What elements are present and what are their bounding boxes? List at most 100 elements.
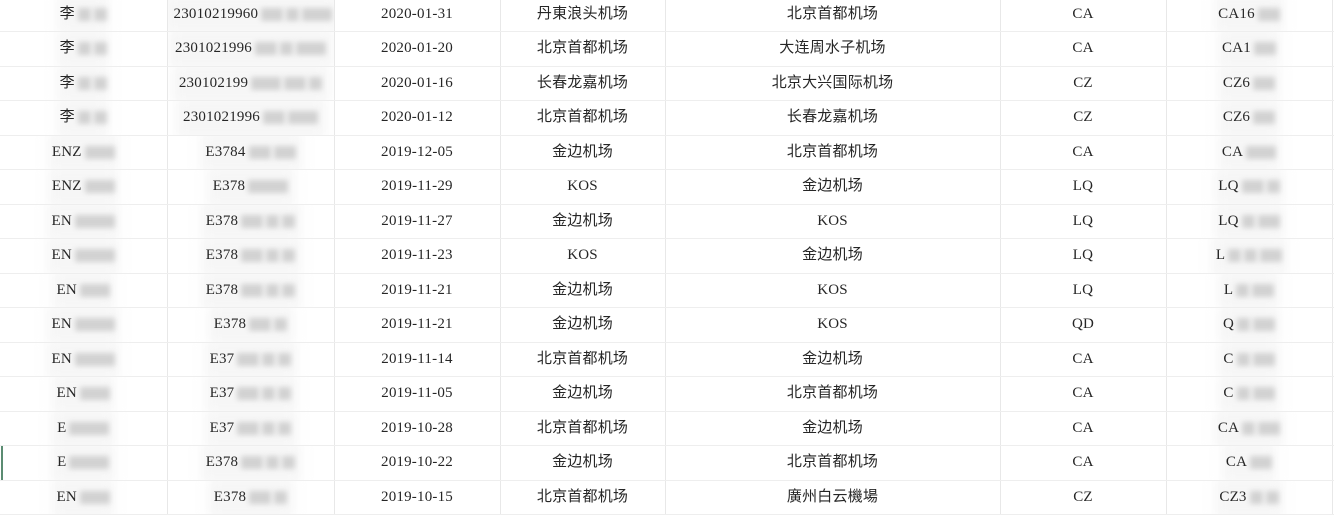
cell-from: 金边机场: [500, 273, 666, 308]
cell-content: CA: [1072, 351, 1093, 367]
cell-text: EN: [56, 281, 77, 298]
cell-content: 2019-11-05: [381, 386, 452, 401]
redaction-block: [241, 283, 264, 297]
redaction-block: [1260, 249, 1283, 263]
redaction-block: [262, 421, 276, 435]
cell-text: 230102199: [178, 74, 249, 91]
cell-content: CA: [1072, 455, 1093, 470]
table-row[interactable]: EN E378 2019-11-23 KOS 金边机场 LQ L ENZHU: [0, 238, 1334, 274]
table-row[interactable]: 李 230102199 2020-01-16 长春龙嘉机场 北京大兴国际机场 CZ CZ6: [0, 66, 1334, 101]
cell-content: 2301021996: [175, 41, 326, 56]
cell-content: 2019-10-22: [381, 455, 453, 470]
redaction-block: [69, 456, 110, 470]
cell-content: LQ: [1073, 282, 1093, 298]
cell-content: 李: [59, 74, 107, 91]
table-row[interactable]: 李 2301021996 2020-01-12 北京首都机场 长春龙嘉机场 CZ CZ6: [0, 100, 1334, 136]
cell-content: KOS: [817, 317, 848, 332]
redaction-block: [77, 76, 91, 90]
cell-to: KOS: [665, 307, 1001, 343]
cell-text: E: [57, 454, 67, 471]
cell-text: 金边机场: [552, 212, 613, 229]
cell-flight: Q: [1166, 307, 1333, 343]
cell-text: 2019-11-21: [381, 316, 453, 333]
redaction-block: [266, 249, 280, 263]
table-row[interactable]: ENZ E378 2019-11-29 KOS 金边机场 LQ LQ ENZHU: [0, 169, 1334, 205]
cell-text: 李: [59, 74, 75, 91]
cell-date: 2020-01-31: [334, 0, 501, 32]
cell-date: 2019-11-23: [334, 238, 501, 274]
table-row[interactable]: ENZ E3784 2019-12-05 金边机场 北京首都机场 CA CA ENZHU: [0, 135, 1334, 170]
redaction-block: [74, 352, 115, 366]
cell-id: 23010219960: [167, 0, 335, 32]
cell-date: 2020-01-12: [334, 100, 501, 136]
cell-from: 金边机场: [500, 204, 666, 239]
redaction-block: [273, 145, 296, 159]
redaction-block: [278, 352, 292, 366]
table-row[interactable]: EN E37 2019-11-14 北京首都机场 金边机场 CA C ENZHU: [0, 342, 1334, 377]
cell-from: 金边机场: [500, 376, 666, 412]
cell-name: EN: [0, 376, 168, 412]
cell-content: 廣州白云機場: [786, 488, 879, 505]
redaction-block: [248, 180, 289, 194]
cell-text: 北京首都机场: [536, 109, 629, 126]
redaction-block: [249, 318, 272, 332]
cell-to: KOS: [665, 204, 1001, 239]
cell-text: CA: [1072, 385, 1094, 402]
cell-airline: CZ: [1000, 66, 1167, 101]
cell-text: 北京首都机场: [786, 385, 879, 402]
redaction-block: [263, 111, 285, 125]
redaction-block: [1228, 249, 1242, 263]
cell-content: 2020-01-20: [381, 41, 453, 56]
redaction-block: [284, 76, 307, 90]
cell-text: KOS: [817, 281, 848, 298]
cell-content: 2020-01-16: [381, 74, 453, 91]
cell-text: 北京首都机场: [536, 419, 629, 436]
cell-date: 2019-11-14: [334, 342, 501, 377]
cell-date: 2019-11-05: [334, 376, 501, 412]
cell-airline: LQ: [1000, 204, 1167, 239]
table-row[interactable]: EN E378 2019-11-21 金边机场 KOS LQ L ENZHU: [0, 273, 1334, 308]
cell-text: CZ: [1073, 109, 1093, 126]
cell-text: LQ: [1072, 247, 1094, 264]
cell-text: CZ: [1073, 488, 1093, 505]
table-row[interactable]: EN E378 2019-11-21 金边机场 KOS QD Q ENZHU: [0, 307, 1334, 343]
table-row[interactable]: 李 23010219960 2020-01-31 丹東浪头机场 北京首都机场 CA CA16: [0, 0, 1334, 32]
cell-text: LQ: [1072, 178, 1094, 195]
cell-text: EN: [51, 350, 72, 367]
redaction-block: [302, 7, 333, 21]
cell-content: E37: [210, 420, 292, 436]
table-row[interactable]: E E378 2019-10-22 金边机场 北京首都机场 CA CA ENZHU: [0, 445, 1334, 481]
cell-text: CA: [1072, 40, 1094, 57]
table-row[interactable]: EN E37 2019-11-05 金边机场 北京首都机场 CA C ENZHU: [0, 376, 1334, 412]
cell-flight: CA: [1166, 135, 1333, 170]
cell-flight: L: [1166, 238, 1333, 274]
table-row[interactable]: 李 2301021996 2020-01-20 北京首都机场 大连周水子机场 CA CA1: [0, 31, 1334, 67]
cell-flight: CA16: [1166, 0, 1333, 32]
cell-id: E378: [167, 204, 335, 239]
cell-text: 廣州白云機場: [786, 488, 879, 505]
cell-airline: CA: [1000, 342, 1167, 377]
cell-operator: ENZHU: [1332, 376, 1334, 412]
redaction-block: [1242, 421, 1256, 435]
cell-content: 2019-11-21: [381, 317, 452, 332]
cell-content: CA16: [1218, 6, 1280, 22]
cell-airline: CZ: [1000, 100, 1167, 136]
cell-content: C: [1223, 386, 1275, 401]
cell-content: 大连周水子机场: [779, 41, 885, 56]
cell-flight: CA1: [1166, 31, 1333, 67]
cell-text: 2020-01-16: [381, 74, 453, 91]
redaction-block: [1252, 283, 1275, 297]
cell-content: Q: [1223, 317, 1276, 332]
cell-from: 北京首都机场: [500, 100, 666, 136]
table-row[interactable]: EN E378 2019-11-27 金边机场 KOS LQ LQ ENZHU: [0, 204, 1334, 239]
table-row[interactable]: E E37 2019-10-28 北京首都机场 金边机场 CA CA ENZHU: [0, 411, 1334, 446]
cell-content: E378: [206, 282, 296, 298]
cell-content: LQ: [1073, 213, 1093, 229]
redaction-block: [77, 7, 91, 21]
cell-operator: ENZHU: [1332, 273, 1334, 308]
redaction-block: [84, 145, 115, 159]
cell-content: LQ: [1073, 179, 1093, 194]
cell-content: E: [57, 454, 110, 471]
